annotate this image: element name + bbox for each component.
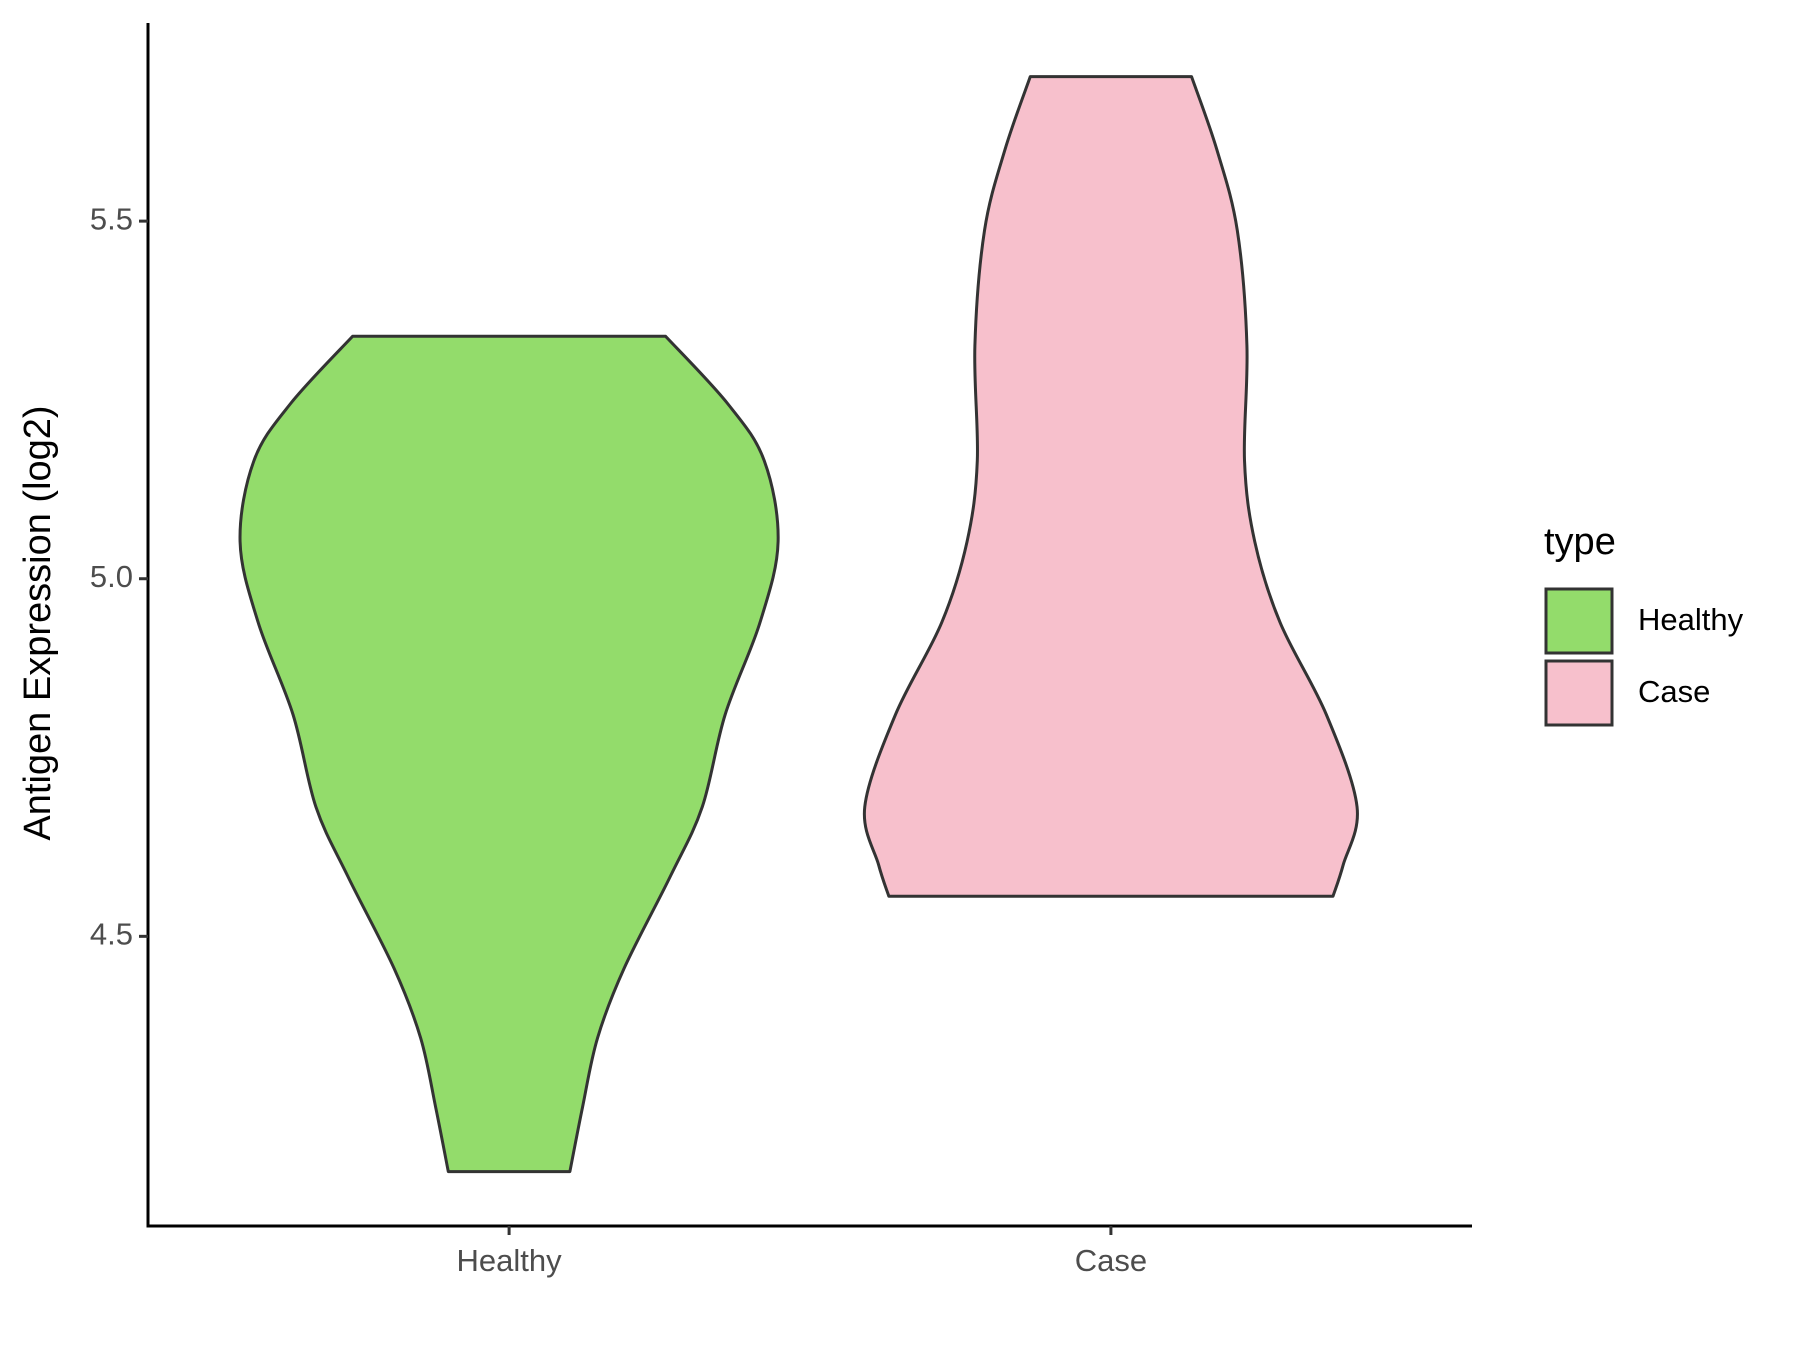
y-tick-label: 4.5 [90, 917, 133, 952]
y-tick-label: 5.5 [90, 201, 133, 236]
violin [238, 334, 780, 1174]
legend-key [1544, 587, 1614, 655]
violin [862, 75, 1359, 898]
y-axis-title: Antigen Expression (log2) [17, 405, 59, 840]
legend-title: type [1544, 521, 1616, 563]
legend-label: Case [1638, 674, 1710, 709]
x-tick-label: Case [1075, 1243, 1147, 1278]
y-tick-label: 5.0 [90, 559, 133, 594]
x-tick-label: Healthy [457, 1243, 563, 1278]
legend-key [1544, 659, 1614, 727]
legend-label: Healthy [1638, 602, 1744, 637]
